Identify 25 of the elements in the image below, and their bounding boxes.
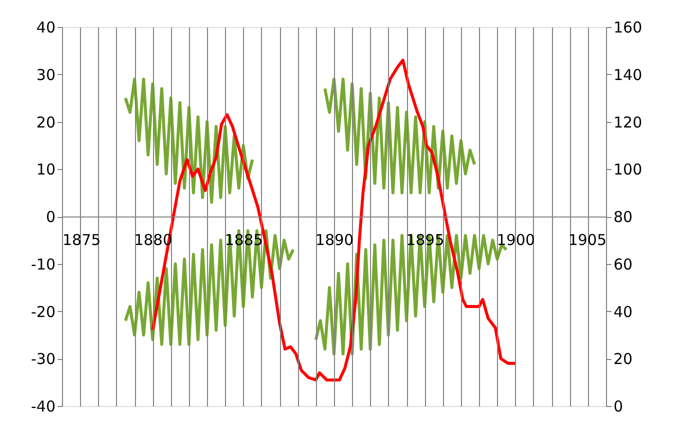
y-tick-label: 20	[36, 113, 56, 132]
y2-tick-label: 100	[614, 160, 642, 179]
y-tick-label: -30	[31, 350, 56, 368]
y-tick-label: -40	[31, 398, 56, 416]
x-tick-label: 1875	[62, 231, 101, 249]
y2-tick-label: 20	[614, 350, 633, 368]
line-series	[323, 78, 476, 194]
y2-tick-label: 140	[614, 66, 642, 84]
y-tick-label: 40	[36, 18, 56, 36]
x-tick-label: 1890	[315, 231, 354, 249]
y2-tick-label: 60	[614, 255, 633, 274]
y-tick-label: -10	[31, 255, 56, 274]
x-tick-label: 1905	[568, 231, 606, 249]
y-tick-label: 10	[36, 160, 56, 179]
y2-tick-label: 40	[614, 302, 633, 321]
y-tick-label: -20	[31, 302, 56, 321]
line-series	[124, 229, 295, 346]
y2-tick-label: 120	[614, 113, 642, 132]
y2-tick-label: 80	[614, 208, 633, 226]
y2-tick-label: 160	[614, 18, 642, 36]
y-tick-label: 0	[46, 208, 56, 226]
line-series	[124, 78, 254, 204]
x-tick-label: 1900	[496, 231, 535, 249]
y2-tick-label: 0	[614, 398, 624, 416]
y-tick-label: 30	[36, 66, 56, 84]
